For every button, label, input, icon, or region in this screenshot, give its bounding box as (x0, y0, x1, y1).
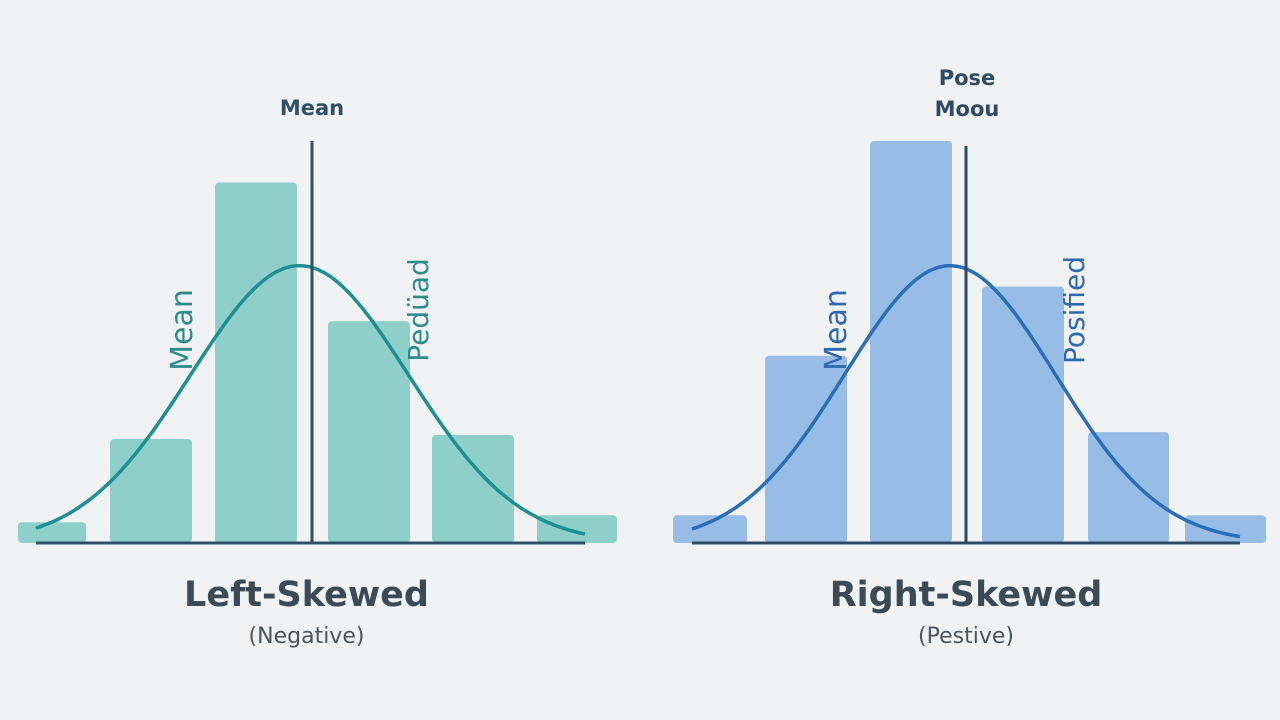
bar-2 (110, 439, 192, 543)
left-bars (18, 182, 617, 543)
bar-3 (870, 140, 952, 543)
left-mean-vertical-label: Mean (165, 289, 200, 371)
left-median-vertical-label: Pedüad (402, 258, 435, 362)
left-skewed-panel: Mean Mean Pedüad Left-Skewed (Negative) (18, 96, 617, 649)
right-skewed-panel: Pose Moou Mean Posified Right-Skewed (Pe… (673, 66, 1266, 649)
bar-5 (1088, 432, 1169, 543)
right-mode-top-label: Moou (935, 97, 1000, 121)
bar-6 (537, 515, 617, 543)
bar-6 (1185, 515, 1266, 543)
right-chart-title: Right-Skewed (830, 575, 1103, 615)
left-chart-title: Left-Skewed (184, 575, 429, 615)
bar-3 (215, 182, 297, 543)
right-bars (673, 140, 1266, 543)
right-positive-vertical-label: Posified (1058, 256, 1091, 364)
left-chart-subtitle: (Negative) (249, 624, 365, 649)
bar-4 (982, 286, 1064, 543)
bar-2 (765, 355, 847, 543)
right-pose-top-label: Pose (939, 66, 996, 90)
right-mean-vertical-label: Mean (819, 289, 854, 371)
bar-1 (673, 515, 747, 543)
bar-4 (328, 321, 410, 543)
right-chart-subtitle: (Pestive) (918, 624, 1014, 649)
bar-1 (18, 522, 86, 543)
left-mean-top-label: Mean (280, 96, 344, 120)
bar-5 (432, 434, 514, 543)
